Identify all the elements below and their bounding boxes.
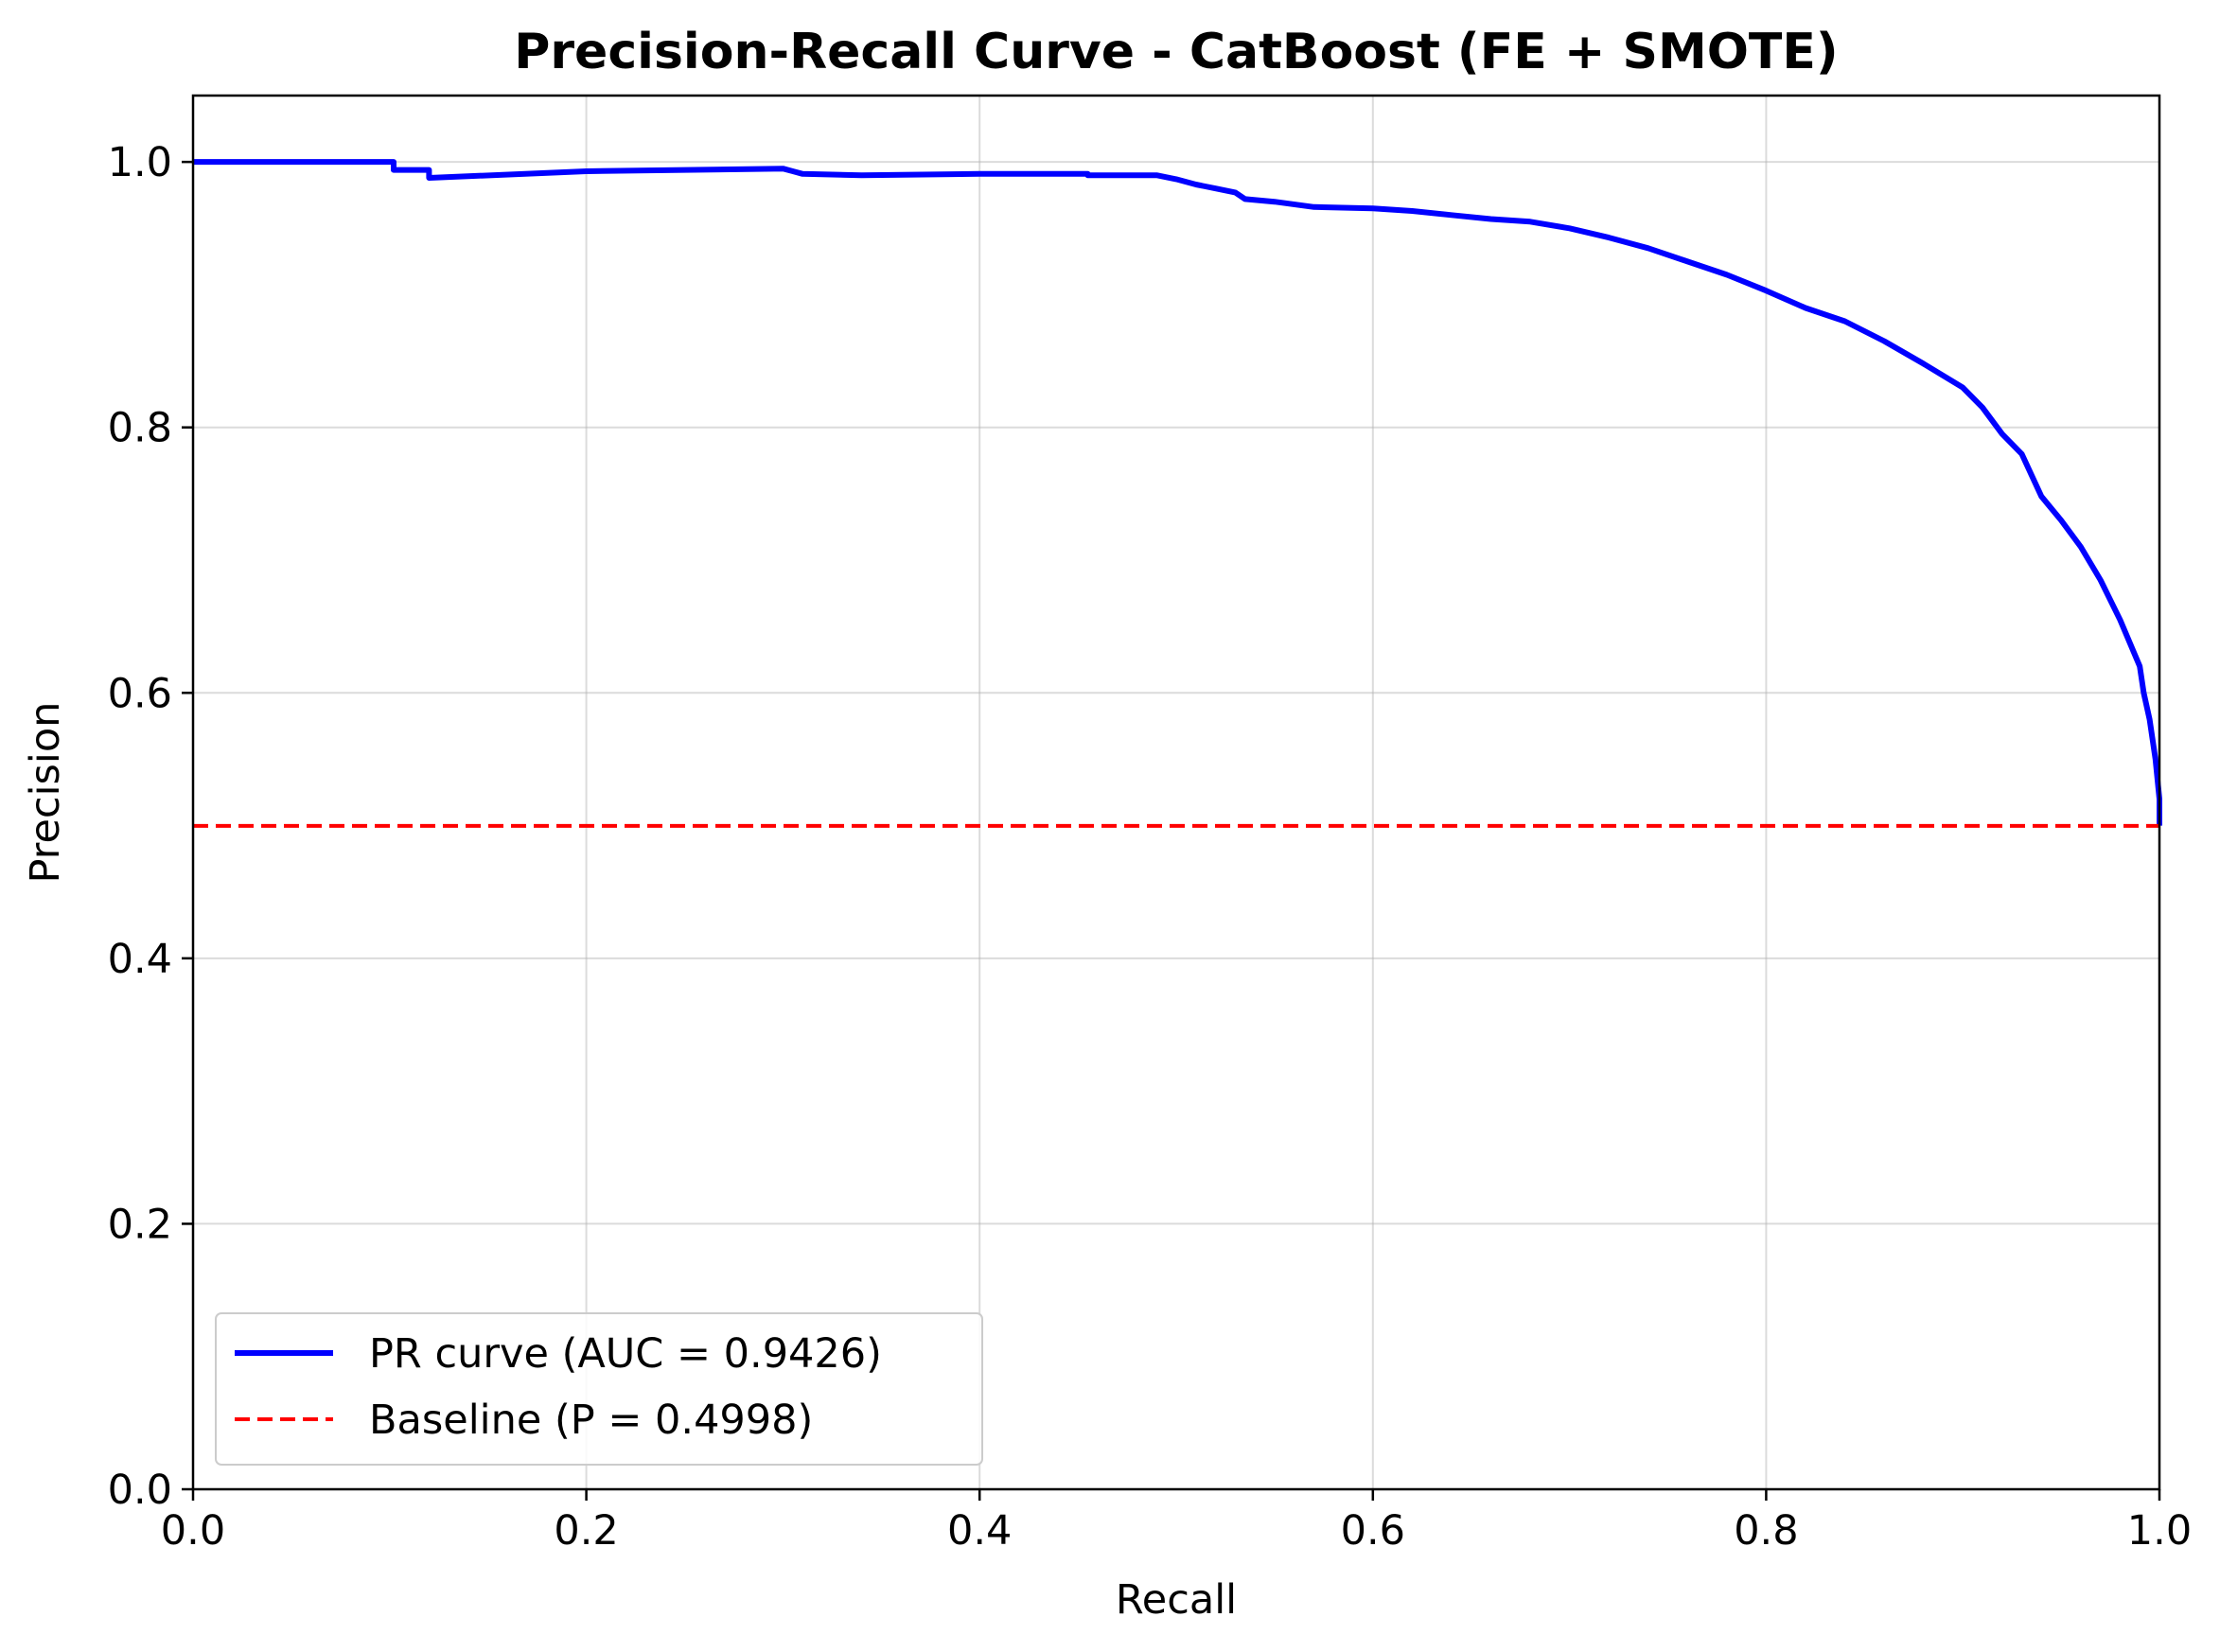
grid-lines — [192, 96, 2160, 1490]
x-tick-label: 0.2 — [554, 1507, 618, 1555]
legend-label-baseline: Baseline (P = 0.4998) — [369, 1397, 813, 1444]
series-lines — [193, 159, 2162, 828]
y-tick-label: 0.0 — [108, 1467, 172, 1514]
pr-curve-line — [193, 159, 2162, 826]
x-tick-label: 0.0 — [161, 1507, 225, 1555]
legend: PR curve (AUC = 0.9426) Baseline (P = 0.… — [215, 1312, 983, 1466]
legend-label-pr-curve: PR curve (AUC = 0.9426) — [369, 1330, 882, 1378]
y-tick-label: 0.8 — [108, 405, 172, 452]
y-tick-label: 0.6 — [108, 670, 172, 717]
x-tick-label: 0.8 — [1734, 1507, 1798, 1555]
x-axis-label: Recall — [1116, 1576, 1237, 1624]
chart-title: Precision-Recall Curve - CatBoost (FE + … — [514, 24, 1838, 80]
legend-box — [215, 1312, 983, 1466]
y-tick-label: 0.4 — [108, 936, 172, 983]
y-tick-label: 0.2 — [108, 1201, 172, 1248]
y-axis-label: Precision — [22, 702, 69, 884]
x-tick-label: 1.0 — [2127, 1507, 2192, 1555]
axes-frame — [191, 94, 2161, 1491]
y-tick-label: 1.0 — [108, 139, 172, 186]
x-tick-label: 0.6 — [1341, 1507, 1405, 1555]
axis-ticks: 0.0 0.2 0.4 0.6 0.8 1.0 0.0 0.2 0.4 0.6 0.8 1.0 — [108, 139, 2193, 1555]
x-tick-label: 0.4 — [947, 1507, 1012, 1555]
